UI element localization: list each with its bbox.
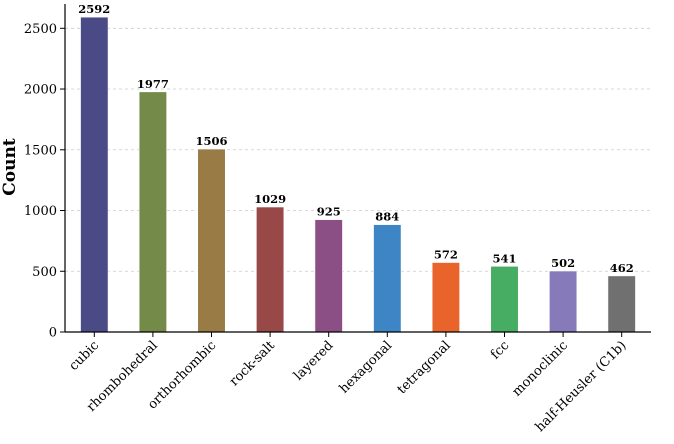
bar-hexagonal	[373, 224, 402, 333]
data-label: 462	[610, 261, 634, 275]
y-tick-label: 1000	[24, 204, 57, 219]
y-tick-label: 2000	[24, 83, 57, 98]
bar-rock-salt	[256, 206, 285, 333]
data-label: 925	[317, 205, 341, 219]
x-tick-label: hexagonal	[337, 338, 395, 396]
y-tick-label: 2500	[24, 22, 57, 37]
bar-monoclinic	[549, 270, 578, 333]
x-tick-label: monoclinic	[510, 338, 571, 399]
data-label: 2592	[78, 2, 110, 16]
y-tick-label: 0	[49, 326, 57, 341]
x-tick-label: rock-salt	[227, 338, 279, 390]
x-tick-label: fcc	[488, 338, 512, 362]
bar-cubic	[80, 16, 109, 333]
y-tick-label: 1500	[24, 143, 57, 158]
data-label: 1977	[137, 77, 169, 91]
bar-half-heusler-c1b	[607, 275, 636, 333]
bar-rhombohedral	[138, 91, 167, 333]
bar-fcc	[490, 265, 519, 333]
data-label: 541	[492, 251, 516, 265]
x-tick-label: tetragonal	[395, 338, 454, 397]
y-axis-title: Count	[0, 138, 20, 196]
bar-layered	[314, 219, 343, 333]
data-label: 572	[434, 248, 458, 262]
data-label: 502	[551, 256, 575, 270]
bars	[80, 16, 636, 333]
data-label: 884	[375, 210, 399, 224]
bar-tetragonal	[431, 262, 460, 333]
bar-orthorhombic	[197, 148, 226, 333]
y-tick-label: 500	[32, 265, 57, 280]
axes	[64, 4, 651, 333]
x-tick-label: cubic	[66, 338, 102, 374]
y-axis-ticks: 0 500 1000 1500 2000 2500	[24, 22, 65, 341]
data-labels: 2592 1977 1506 1029 925 884 572 541 502 462	[78, 2, 633, 275]
data-label: 1029	[254, 192, 286, 206]
data-label: 1506	[195, 134, 227, 148]
x-tick-label: layered	[291, 338, 336, 383]
